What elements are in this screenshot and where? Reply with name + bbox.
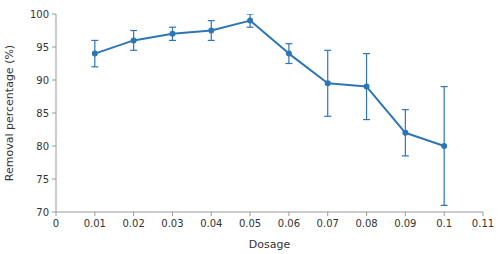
error-bar	[441, 87, 448, 206]
y-tick	[52, 47, 56, 48]
y-tick-label: 90	[36, 75, 49, 86]
error-bar	[247, 14, 254, 27]
error-bar	[324, 50, 331, 116]
x-tick-label: 0	[53, 218, 59, 229]
marker	[131, 37, 137, 43]
x-tick-label: 0.07	[317, 218, 339, 229]
y-tick	[52, 212, 56, 213]
x-tick	[444, 212, 445, 216]
x-tick	[56, 212, 57, 216]
x-tick-label: 0.09	[394, 218, 416, 229]
y-tick	[52, 179, 56, 180]
x-tick-label: 0.06	[278, 218, 300, 229]
error-bar	[363, 54, 370, 120]
y-tick-label: 85	[36, 108, 49, 119]
marker	[169, 31, 175, 37]
y-tick-label: 70	[36, 207, 49, 218]
marker	[325, 80, 331, 86]
y-tick-label: 95	[36, 42, 49, 53]
error-bar	[208, 21, 215, 41]
x-axis-label: Dosage	[249, 238, 291, 251]
x-tick-label: 0.01	[84, 218, 106, 229]
error-bars	[91, 14, 447, 205]
y-tick	[52, 146, 56, 147]
chart: 0 0.01 0.02 0.03 0.04 0.05 0.06 0.07 0.08 0.09 0.1…	[0, 0, 501, 254]
error-bar	[130, 31, 137, 51]
markers	[92, 18, 447, 149]
y-axis-label: Removal percentage (%)	[3, 45, 16, 181]
marker	[247, 18, 253, 24]
x-tick-label: 0.1	[436, 218, 452, 229]
x-tick	[288, 212, 289, 216]
error-bar	[285, 44, 292, 64]
marker	[208, 28, 214, 34]
x-tick-label: 0.04	[200, 218, 222, 229]
x-tick-label: 0.08	[355, 218, 377, 229]
x-tick	[133, 212, 134, 216]
x-tick-label: 0.11	[472, 218, 494, 229]
x-tick	[366, 212, 367, 216]
x-tick	[94, 212, 95, 216]
error-bar	[91, 40, 98, 66]
line	[95, 21, 444, 146]
x-tick	[250, 212, 251, 216]
marker	[441, 143, 447, 149]
plot-area	[91, 14, 447, 205]
x-tick-label: 0.02	[123, 218, 145, 229]
x-tick	[211, 212, 212, 216]
x-axis-line	[56, 212, 483, 213]
y-tick-label: 80	[36, 141, 49, 152]
x-tick-label: 0.03	[161, 218, 183, 229]
y-tick	[52, 113, 56, 114]
y-tick-label: 100	[30, 9, 49, 20]
marker	[286, 51, 292, 57]
x-tick	[405, 212, 406, 216]
marker	[92, 51, 98, 57]
x-tick-label: 0.05	[239, 218, 261, 229]
y-tick	[52, 80, 56, 81]
x-tick	[172, 212, 173, 216]
marker	[402, 130, 408, 136]
axes: 0 0.01 0.02 0.03 0.04 0.05 0.06 0.07 0.08 0.09 0.1…	[30, 9, 494, 230]
error-bar	[169, 27, 176, 40]
error-bar	[402, 110, 409, 156]
y-tick-label: 75	[36, 174, 49, 185]
y-tick	[52, 14, 56, 15]
marker	[364, 84, 370, 90]
x-tick	[483, 212, 484, 216]
x-tick	[327, 212, 328, 216]
